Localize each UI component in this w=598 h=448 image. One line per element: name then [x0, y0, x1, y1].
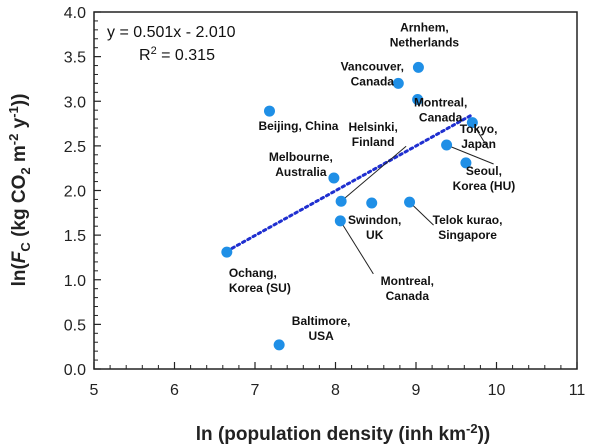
- point-label-line: Seoul,: [466, 164, 502, 178]
- data-point: [412, 93, 424, 105]
- point-label: Baltimore, USA: [292, 314, 351, 343]
- data-point: [221, 246, 233, 258]
- point-label: Montreal, Canada: [414, 95, 467, 124]
- point-label-line: Helsinki,: [348, 120, 397, 134]
- x-tick-label: 8: [331, 382, 340, 399]
- point-label: Melbourne, Australia: [269, 150, 333, 179]
- point-label-line: UK: [366, 228, 384, 242]
- leader-line: [409, 201, 434, 226]
- y-tick-label: 4.0: [64, 5, 86, 22]
- y-tick-label: 2.0: [64, 184, 86, 201]
- leader-line: [340, 145, 407, 202]
- y-tick-label: 2.5: [64, 139, 86, 156]
- point-label-line: Japan: [461, 137, 496, 151]
- point-label: Seoul, Korea (HU): [453, 164, 516, 193]
- point-label-line: Singapore: [438, 228, 497, 242]
- point-label-line: Canada: [419, 110, 463, 124]
- point-label: Vancouver, Canada: [341, 59, 404, 88]
- data-points: [221, 61, 478, 351]
- x-tick-label: 11: [569, 382, 586, 399]
- x-tick-label: 10: [488, 382, 506, 399]
- x-tick-label: 9: [412, 382, 421, 399]
- y-axis-title: ln(FC (kg CO2 m-2 y-1)): [6, 94, 33, 287]
- y-tick-label: 0.0: [64, 362, 86, 379]
- point-label-line: Melbourne,: [269, 150, 333, 164]
- point-label-line: Swindon,: [348, 213, 401, 227]
- point-label-line: Canada: [386, 289, 430, 303]
- point-label-line: Netherlands: [390, 35, 460, 49]
- point-label-line: Canada: [351, 74, 395, 88]
- point-label-line: Australia: [275, 165, 327, 179]
- point-label-line: Tokyo,: [460, 122, 498, 136]
- point-label: Helsinki, Finland: [348, 120, 397, 149]
- point-label-line: Korea (SU): [229, 281, 291, 295]
- leader-line: [446, 144, 494, 165]
- y-tick-label: 1.0: [64, 273, 86, 290]
- point-label: Tokyo, Japan: [460, 122, 498, 151]
- r-squared-label: R2 = 0.315: [139, 45, 215, 64]
- point-label-line: Korea (HU): [453, 179, 516, 193]
- point-label: Telok kurao, Singapore: [433, 213, 503, 242]
- y-tick-label: 0.5: [64, 317, 86, 334]
- data-point: [328, 172, 340, 184]
- point-label: Beijing, China: [258, 119, 338, 133]
- point-label-line: Vancouver,: [341, 59, 404, 73]
- point-label-line: Beijing, China: [258, 119, 338, 133]
- point-label: Ochang, Korea (SU): [229, 266, 291, 295]
- point-label-line: Arnhem,: [400, 20, 449, 34]
- point-label-line: Telok kurao,: [433, 213, 503, 227]
- tick-labels: 5 6 7 8 9 10 11 0.0 0.5 1.0 1.5 2.0 2.5 3.0 3.5 4.0: [64, 5, 586, 399]
- data-point: [466, 117, 478, 129]
- x-tick-label: 5: [90, 382, 99, 399]
- point-labels: Ochang, Korea (SU) Beijing, China Baltimore…: [229, 20, 515, 343]
- point-label: Swindon, UK: [348, 213, 401, 242]
- x-axis-title: ln (population density (inh km-2)): [196, 421, 490, 445]
- point-label-line: Montreal,: [381, 274, 434, 288]
- point-label-line: Finland: [352, 135, 395, 149]
- equation-label: y = 0.501x - 2.010: [107, 24, 236, 41]
- data-point: [273, 339, 285, 351]
- y-tick-label: 3.0: [64, 94, 86, 111]
- point-label-line: Baltimore,: [292, 314, 351, 328]
- data-point: [404, 196, 416, 208]
- data-point: [263, 105, 275, 117]
- point-label-line: Ochang,: [229, 266, 277, 280]
- data-point: [366, 197, 378, 209]
- axes: [93, 11, 578, 370]
- x-tick-label: 6: [170, 382, 179, 399]
- data-point: [441, 139, 453, 151]
- data-point: [392, 77, 404, 89]
- point-label: Arnhem, Netherlands: [390, 20, 460, 49]
- trendline-path: [225, 113, 474, 253]
- point-label-line: Montreal,: [414, 95, 467, 109]
- data-point: [412, 61, 424, 73]
- data-point: [335, 195, 347, 207]
- y-tick-label: 1.5: [64, 228, 86, 245]
- x-tick-label: 7: [251, 382, 260, 399]
- data-point: [334, 215, 346, 227]
- trendline: [225, 113, 474, 253]
- point-label-line: USA: [308, 329, 334, 343]
- data-point: [460, 157, 472, 169]
- point-label: Montreal, Canada: [381, 274, 434, 303]
- leader-line: [339, 220, 374, 275]
- y-tick-label: 3.5: [64, 50, 86, 67]
